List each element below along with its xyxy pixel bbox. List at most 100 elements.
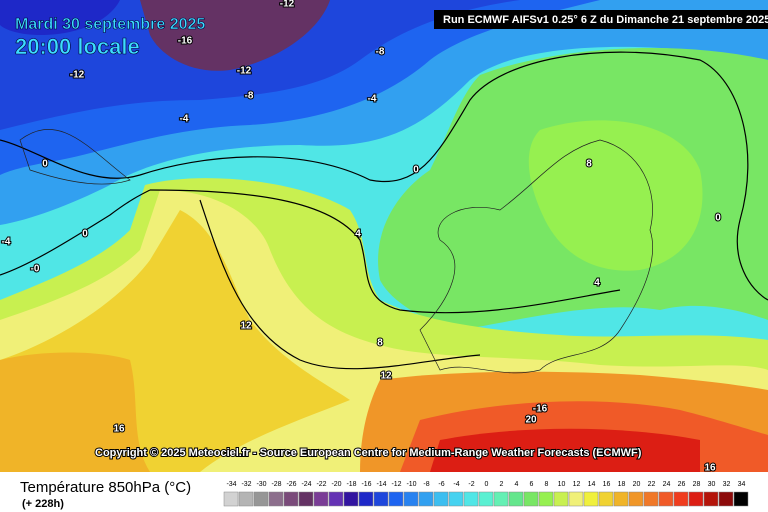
scale-cell: [508, 491, 524, 507]
contour-label: 20: [525, 415, 537, 426]
scale-cell: [733, 491, 749, 507]
scale-cell: [463, 491, 479, 507]
scale-cell: [403, 491, 419, 507]
contour-label: -12: [70, 70, 85, 81]
scale-cell: [433, 491, 449, 507]
cold-zone: [0, 0, 120, 35]
scale-cell: [268, 491, 284, 507]
cold-zone: [0, 0, 520, 130]
contour-label: -16: [178, 36, 193, 47]
scale-cell: [628, 491, 644, 507]
scale-cell: [523, 491, 539, 507]
forecast-time: 20:00 locale: [15, 34, 140, 59]
contour-label: 0: [715, 213, 721, 224]
contour-label: -4: [368, 94, 377, 105]
legend-title: Température 850hPa (°C): [20, 479, 191, 496]
scale-label: 8: [545, 481, 549, 488]
scale-cell: [253, 491, 269, 507]
scale-label: 32: [723, 481, 731, 488]
color-scale: -34 -32 -30 -28 -26 -24 -22 -20 -18 -16 -14 -12 -10-…: [223, 481, 749, 507]
scale-cell: [583, 491, 599, 507]
map: [0, 0, 768, 473]
scale-cell: [238, 491, 254, 507]
scale-label: 30: [708, 481, 716, 488]
scale-label: -34: [226, 481, 236, 488]
contour-line: [199, 199, 481, 370]
contour-label: -0: [31, 264, 40, 275]
scale-label: -22: [316, 481, 326, 488]
contour-label: 8: [377, 338, 383, 349]
scale-cell: [448, 491, 464, 507]
contour-label: 16: [113, 424, 125, 435]
scale-label: 2: [500, 481, 504, 488]
contour-label: 16: [704, 463, 716, 474]
scale-label: 6: [530, 481, 534, 488]
scale-cell: [598, 491, 614, 507]
scale-cell: [493, 491, 509, 507]
scale-label: 20: [633, 481, 641, 488]
scale-cell: [223, 491, 239, 507]
scale-label: 0: [485, 481, 489, 488]
scale-cell: [613, 491, 629, 507]
scale-label: 28: [693, 481, 701, 488]
contour-label: 12: [240, 321, 252, 332]
copyright: Copyright © 2025 Meteociel.fr - Source E…: [95, 447, 642, 459]
contour-label: 12: [380, 371, 392, 382]
scale-label: -30: [256, 481, 266, 488]
scale-cell: [298, 491, 314, 507]
contour-label: 0: [413, 165, 419, 176]
scale-label: 22: [648, 481, 656, 488]
very-cold-zone: [140, 0, 330, 71]
scale-cell: [328, 491, 344, 507]
scale-label: -12: [391, 481, 401, 488]
scale-cell: [673, 491, 689, 507]
scale-label: 12: [573, 481, 581, 488]
scale-cell: [643, 491, 659, 507]
scale-cell: [703, 491, 719, 507]
contour-line: [149, 189, 621, 314]
scale-label: -6: [438, 481, 444, 488]
contour-labels: -12 -16 -8 -12 -12 -8 -4 -4 0 0 8 0 4 -4…: [1, 0, 723, 475]
contour-label: -4: [180, 114, 189, 125]
contour-label: 4: [594, 278, 600, 289]
scale-cell: [568, 491, 584, 507]
run-info: Run ECMWF AIFSv1 0.25° 6 Z du Dimanche 2…: [443, 14, 768, 26]
scale-label: -26: [286, 481, 296, 488]
contour-label: -16: [533, 404, 548, 415]
contour-label: -8: [245, 91, 254, 102]
scale-label: -16: [361, 481, 371, 488]
scale-label: -32: [241, 481, 251, 488]
scale-cell: [373, 491, 389, 507]
scale-cell: [553, 491, 569, 507]
coastline: [419, 139, 654, 374]
contour-label: 0: [42, 159, 48, 170]
scale-label: -14: [376, 481, 386, 488]
contour-label: 8: [586, 159, 592, 170]
contour-label: -12: [237, 66, 252, 77]
scale-label: -18: [346, 481, 356, 488]
scale-label: 24: [663, 481, 671, 488]
coastline: [19, 129, 131, 185]
scale-label: -8: [423, 481, 429, 488]
scale-label: -2: [468, 481, 474, 488]
very-hot-zone: [430, 428, 700, 472]
scale-label: 16: [603, 481, 611, 488]
run-box: [434, 10, 768, 29]
scale-cell: [358, 491, 374, 507]
scale-cell: [718, 491, 734, 507]
mild-zone: [528, 120, 703, 271]
contour-label: -4: [2, 237, 11, 248]
scale-cell: [538, 491, 554, 507]
scale-label: 26: [678, 481, 686, 488]
scale-cell: [658, 491, 674, 507]
contour-label: 4: [355, 229, 361, 240]
contour-label: -8: [376, 47, 385, 58]
scale-label: 34: [738, 481, 746, 488]
scale-label: 4: [515, 481, 519, 488]
scale-cell: [343, 491, 359, 507]
scale-cell: [688, 491, 704, 507]
legend-subtitle: (+ 228h): [22, 498, 64, 510]
scale-cell: [478, 491, 494, 507]
forecast-date: Mardi 30 septembre 2025: [15, 16, 205, 33]
